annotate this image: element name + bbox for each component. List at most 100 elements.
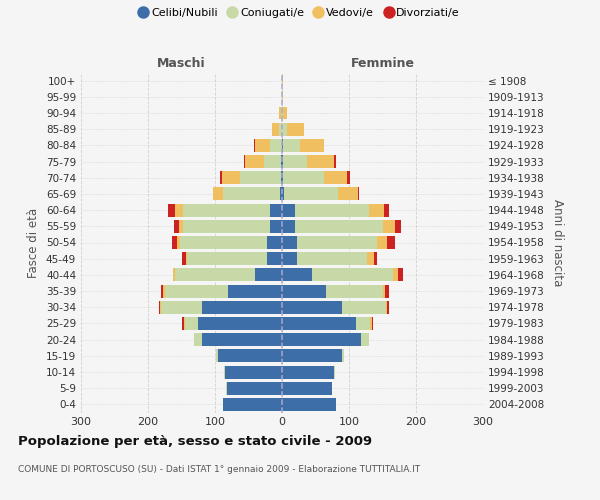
Bar	[384, 204, 389, 216]
Bar	[270, 220, 282, 233]
Bar	[282, 317, 356, 330]
Bar	[323, 172, 347, 184]
Bar	[334, 155, 336, 168]
Bar	[281, 106, 282, 120]
Bar	[244, 155, 245, 168]
Bar	[307, 155, 334, 168]
Bar	[295, 204, 369, 216]
Text: Popolazione per età, sesso e stato civile - 2009: Popolazione per età, sesso e stato civil…	[18, 435, 372, 448]
Y-axis label: Anni di nascita: Anni di nascita	[551, 199, 564, 286]
Bar	[372, 317, 373, 330]
Bar	[282, 236, 297, 249]
Text: COMUNE DI PORTOSCUSO (SU) - Dati ISTAT 1° gennaio 2009 - Elaborazione TUTTITALIA: COMUNE DI PORTOSCUSO (SU) - Dati ISTAT 1…	[18, 465, 420, 474]
Bar	[287, 122, 304, 136]
Bar	[281, 155, 282, 168]
Bar	[386, 301, 387, 314]
Bar	[183, 220, 270, 233]
Bar	[160, 301, 161, 314]
Bar	[282, 155, 283, 168]
Bar	[367, 252, 374, 265]
Bar	[377, 236, 387, 249]
Bar	[173, 268, 175, 281]
Bar	[326, 284, 383, 298]
Bar	[297, 236, 377, 249]
Bar	[179, 220, 183, 233]
Bar	[398, 268, 403, 281]
Bar	[245, 155, 264, 168]
Bar	[225, 366, 282, 378]
Bar	[224, 366, 225, 378]
Bar	[343, 301, 386, 314]
Bar	[383, 220, 395, 233]
Bar	[383, 284, 385, 298]
Bar	[282, 301, 343, 314]
Bar	[185, 317, 198, 330]
Bar	[264, 155, 281, 168]
Bar	[187, 252, 267, 265]
Bar	[282, 172, 283, 184]
Bar	[284, 188, 338, 200]
Bar	[174, 220, 179, 233]
Bar	[165, 284, 229, 298]
Bar	[270, 139, 282, 152]
Text: Maschi: Maschi	[157, 57, 206, 70]
Bar	[283, 106, 287, 120]
Bar	[282, 252, 297, 265]
Bar	[185, 252, 187, 265]
Bar	[241, 172, 281, 184]
Bar	[175, 204, 183, 216]
Bar	[227, 382, 282, 394]
Text: Femmine: Femmine	[350, 57, 415, 70]
Bar	[213, 188, 223, 200]
Bar	[282, 284, 326, 298]
Bar	[369, 204, 384, 216]
Bar	[280, 188, 282, 200]
Bar	[182, 252, 185, 265]
Bar	[168, 204, 175, 216]
Bar	[270, 204, 282, 216]
Bar	[282, 350, 343, 362]
Bar	[183, 204, 270, 216]
Bar	[283, 172, 323, 184]
Bar	[282, 106, 283, 120]
Bar	[282, 188, 284, 200]
Bar	[218, 350, 282, 362]
Bar	[282, 204, 295, 216]
Bar	[338, 188, 358, 200]
Bar	[392, 268, 398, 281]
Bar	[161, 301, 202, 314]
Bar	[361, 333, 369, 346]
Bar	[222, 172, 241, 184]
Bar	[282, 398, 335, 411]
Bar	[282, 366, 334, 378]
Bar	[217, 350, 218, 362]
Bar	[281, 172, 282, 184]
Bar	[172, 236, 178, 249]
Bar	[175, 268, 255, 281]
Bar	[229, 284, 282, 298]
Bar	[161, 284, 163, 298]
Bar	[282, 220, 295, 233]
Bar	[370, 317, 372, 330]
Bar	[295, 220, 383, 233]
Legend: Celibi/Nubili, Coniugati/e, Vedovi/e, Divorziati/e: Celibi/Nubili, Coniugati/e, Vedovi/e, Di…	[136, 3, 464, 22]
Bar	[278, 122, 282, 136]
Bar	[283, 139, 300, 152]
Bar	[387, 236, 395, 249]
Bar	[202, 301, 282, 314]
Bar	[223, 188, 280, 200]
Bar	[182, 317, 184, 330]
Bar	[220, 172, 222, 184]
Bar	[267, 236, 282, 249]
Bar	[178, 236, 180, 249]
Bar	[385, 284, 389, 298]
Bar	[272, 122, 278, 136]
Bar	[202, 333, 282, 346]
Bar	[282, 90, 283, 104]
Bar	[283, 155, 307, 168]
Bar	[180, 236, 267, 249]
Bar	[223, 398, 282, 411]
Bar	[255, 139, 270, 152]
Bar	[282, 122, 287, 136]
Bar	[300, 139, 323, 152]
